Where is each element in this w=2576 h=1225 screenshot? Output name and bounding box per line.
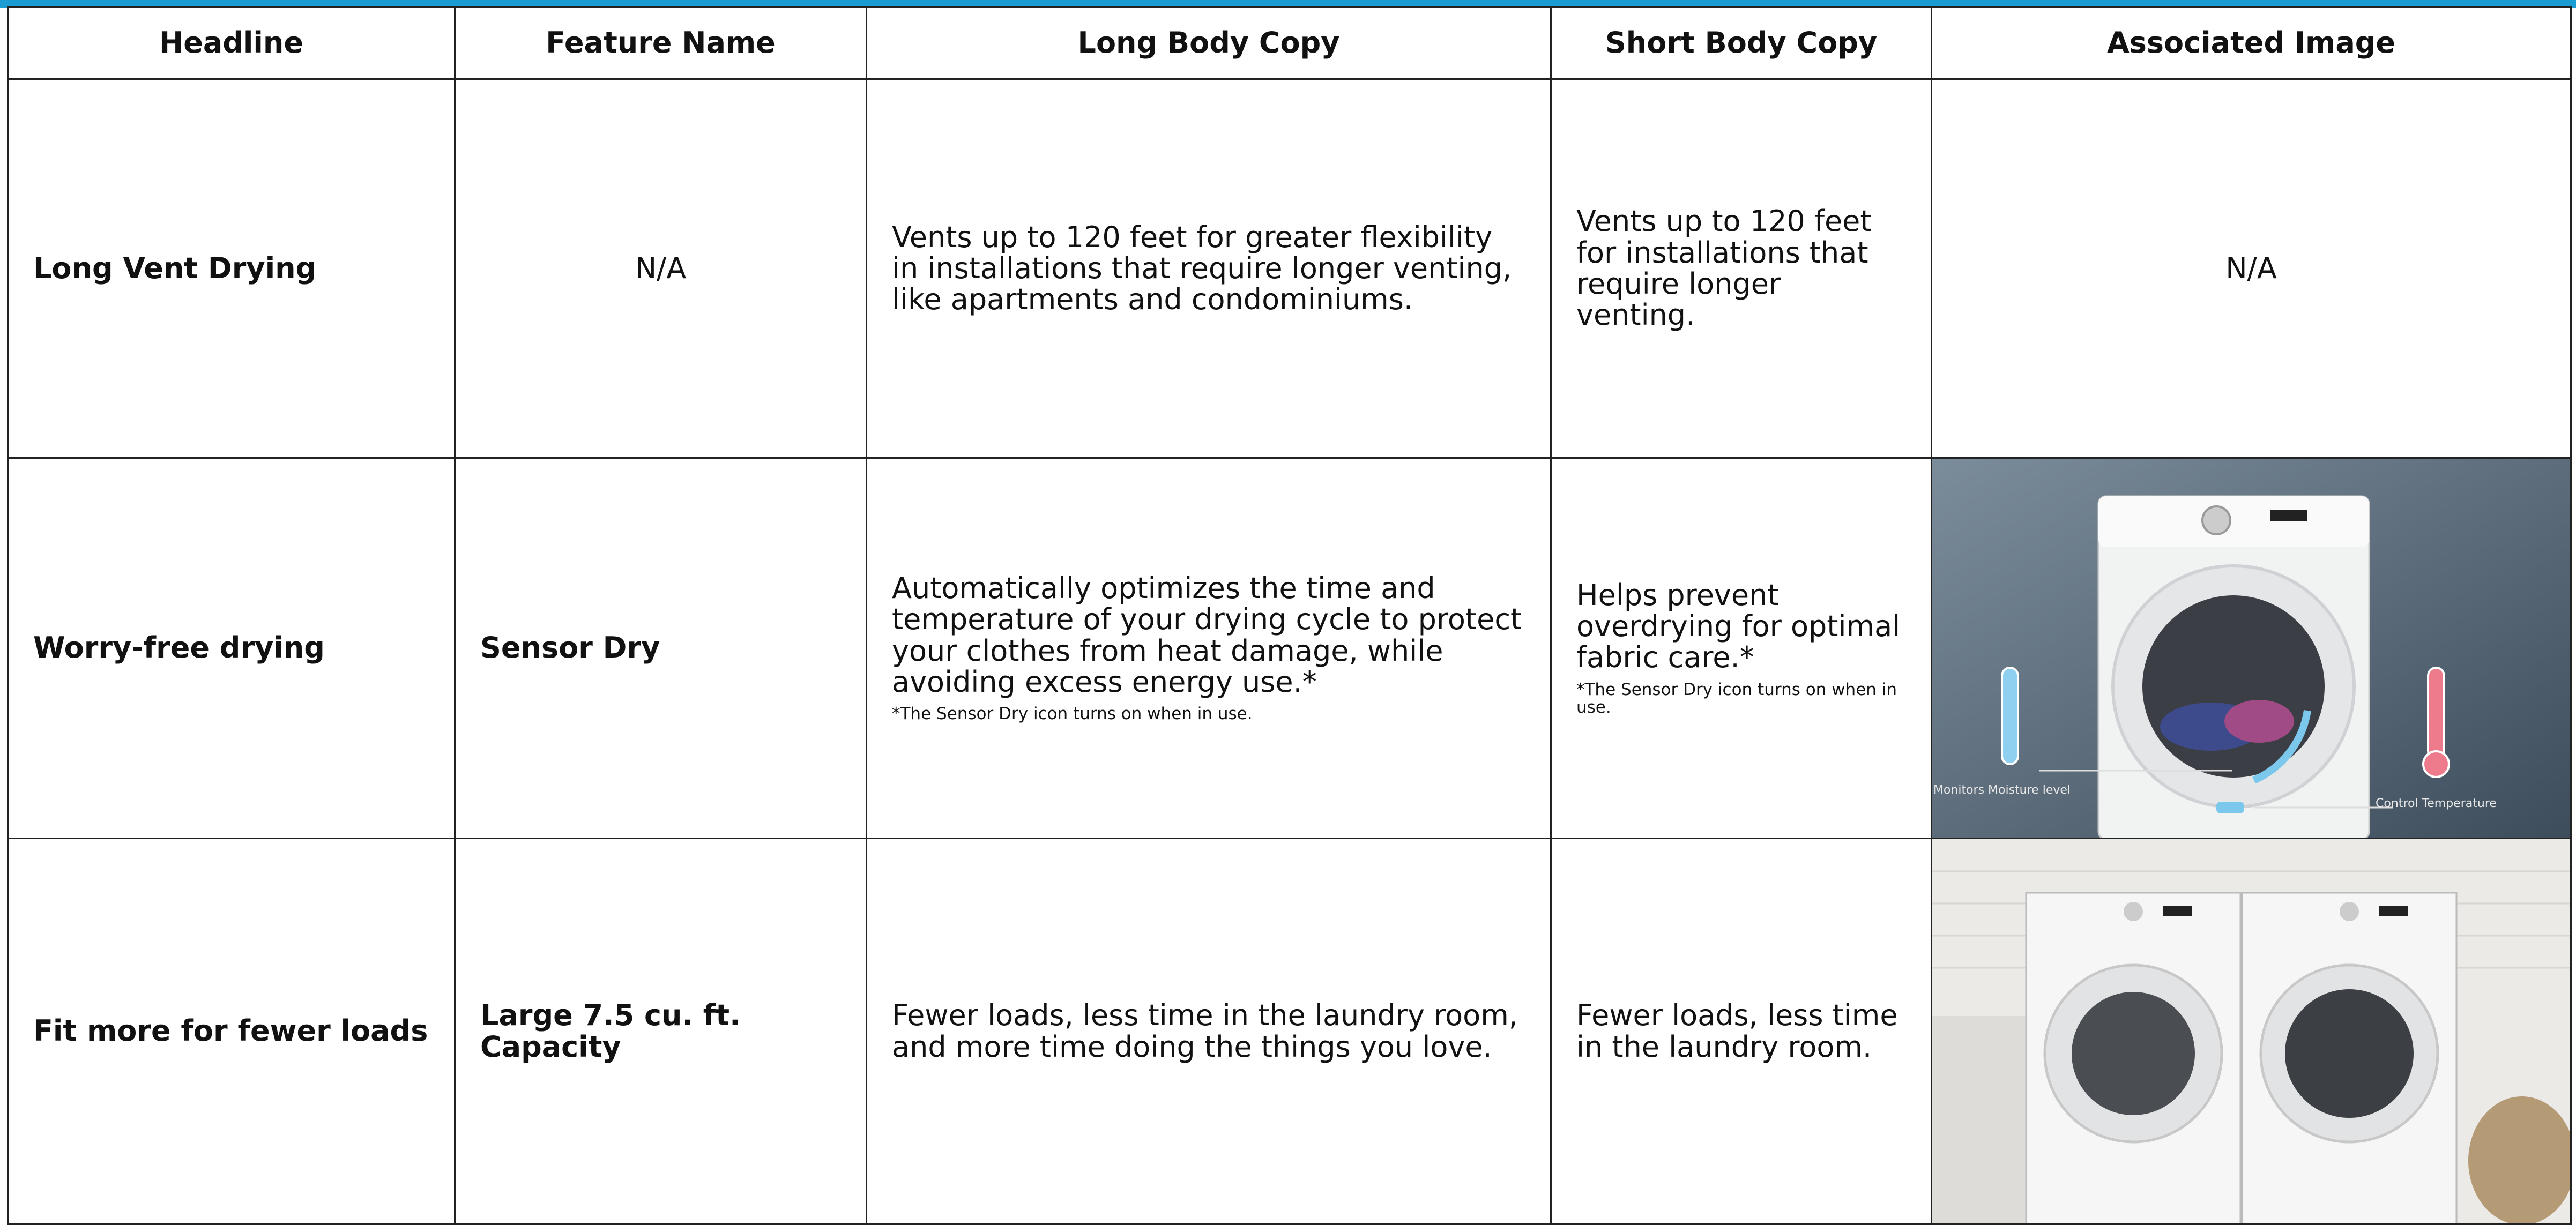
feature-name: Large 7.5 cu. ft. Capacity bbox=[456, 839, 867, 1225]
headline: Worry-free drying bbox=[9, 459, 456, 839]
long-body: Vents up to 120 feet for greater flexibi… bbox=[867, 80, 1552, 459]
header-cell: Headline bbox=[9, 8, 456, 80]
image-label: Monitors Moisture level bbox=[1933, 783, 2071, 797]
long-body: Automatically optimizes the time and tem… bbox=[867, 459, 1552, 839]
laundry-image bbox=[1932, 839, 2570, 1223]
associated-image: Monitors Moisture level Control Temperat… bbox=[1932, 459, 2572, 839]
header-cell: Feature Name bbox=[456, 8, 867, 80]
associated-image: N/A bbox=[1932, 80, 2572, 459]
text: Automatically optimizes the time and tem… bbox=[892, 571, 1522, 699]
short-body: Helps prevent overdrying for optimal fab… bbox=[1552, 459, 1932, 839]
headline: Fit more for fewer loads bbox=[9, 839, 456, 1225]
note: *The Sensor Dry icon turns on when in us… bbox=[1576, 679, 1897, 717]
feature-name: Sensor Dry bbox=[456, 459, 867, 839]
long-body: Fewer loads, less time in the laundry ro… bbox=[867, 839, 1552, 1225]
text: Helps prevent overdrying for optimal fab… bbox=[1576, 578, 1901, 675]
text: Vents up to 120 feet for installations t… bbox=[1576, 204, 1872, 332]
header-cell: Short Body Copy bbox=[1552, 8, 1932, 80]
image-label: Control Temperature bbox=[2376, 797, 2497, 810]
associated-image bbox=[1932, 839, 2572, 1225]
feature-name: N/A bbox=[456, 80, 867, 459]
dryer-image: Monitors Moisture level Control Temperat… bbox=[1932, 459, 2570, 838]
header-cell: Associated Image bbox=[1932, 8, 2572, 80]
text: Fewer loads, less time in the laundry ro… bbox=[1576, 998, 1898, 1064]
headline: Long Vent Drying bbox=[9, 80, 456, 459]
feature-table: Headline Feature Name Long Body Copy Sho… bbox=[7, 6, 2572, 1225]
header-cell: Long Body Copy bbox=[867, 8, 1552, 80]
short-body: Vents up to 120 feet for installations t… bbox=[1552, 80, 1932, 459]
note: *The Sensor Dry icon turns on when in us… bbox=[892, 704, 1253, 724]
short-body: Fewer loads, less time in the laundry ro… bbox=[1552, 839, 1932, 1225]
top-bar bbox=[0, 0, 2576, 8]
text: Vents up to 120 feet for greater flexibi… bbox=[892, 220, 1512, 317]
text: Fewer loads, less time in the laundry ro… bbox=[892, 998, 1518, 1064]
